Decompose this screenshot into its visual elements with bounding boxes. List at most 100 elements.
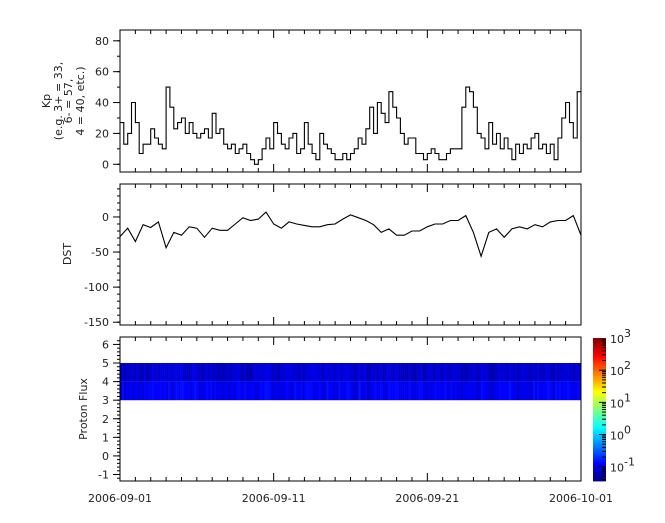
- colorbar-tick-label: 102: [610, 359, 631, 378]
- heatmap-cell: [164, 363, 167, 382]
- heatmap-cell: [268, 381, 271, 401]
- heatmap-cell: [176, 381, 179, 401]
- heatmap-cell: [570, 363, 574, 382]
- dst-ylabel: DST: [61, 243, 74, 265]
- colorbar-segment: [593, 461, 606, 464]
- heatmap-cell: [206, 363, 209, 382]
- heatmap-cell: [340, 381, 343, 401]
- heatmap-cell: [462, 363, 466, 382]
- heatmap-cell: [356, 363, 359, 382]
- heatmap-cell: [120, 363, 123, 382]
- heatmap-cell: [134, 381, 137, 401]
- heatmap-cell: [166, 381, 169, 401]
- heatmap-cell: [454, 381, 458, 401]
- heatmap-cell: [234, 381, 237, 401]
- heatmap-cell: [548, 381, 552, 401]
- heatmap-cell: [534, 381, 538, 401]
- heatmap-cell: [312, 381, 315, 401]
- heatmap-cell: [572, 363, 576, 382]
- heatmap-cell: [308, 363, 311, 382]
- colorbar-segment: [593, 453, 606, 456]
- colorbar-segment: [593, 431, 606, 434]
- heatmap-cell: [492, 381, 496, 401]
- heatmap-cell: [164, 381, 167, 401]
- heatmap-cell: [396, 363, 399, 382]
- heatmap-cell: [480, 381, 484, 401]
- y-tick-label: -1: [98, 468, 109, 481]
- heatmap-cell: [326, 363, 329, 382]
- heatmap-cell: [560, 381, 564, 401]
- heatmap-cell: [140, 363, 143, 382]
- heatmap-cell: [160, 363, 163, 382]
- data-series-line: [120, 86, 581, 165]
- colorbar-segment: [593, 338, 606, 341]
- heatmap-cell: [318, 381, 321, 401]
- heatmap-cell: [186, 381, 189, 401]
- heatmap-cell: [466, 363, 470, 382]
- heatmap-cell: [388, 363, 391, 382]
- heatmap-cell: [472, 381, 476, 401]
- heatmap-cell: [244, 363, 247, 382]
- heatmap-cell: [198, 363, 201, 382]
- colorbar-segment: [593, 345, 606, 349]
- heatmap-cell: [252, 363, 255, 382]
- heatmap-cell: [216, 381, 219, 401]
- heatmap-cell: [322, 363, 325, 382]
- y-tick-label: 2: [102, 413, 109, 426]
- heatmap-cell: [390, 363, 393, 382]
- x-tick-label: 2006-10-01: [549, 492, 613, 505]
- x-tick-label: 2006-09-21: [395, 492, 459, 505]
- heatmap-cell: [124, 381, 127, 401]
- colorbar-segment: [593, 425, 606, 428]
- colorbar-segment: [593, 415, 606, 418]
- heatmap-cell: [324, 381, 327, 401]
- y-tick-label: 1: [102, 431, 109, 444]
- heatmap-cell: [436, 363, 439, 382]
- heatmap-cell: [518, 381, 522, 401]
- heatmap-cell: [310, 363, 313, 382]
- heatmap-cell: [240, 363, 243, 382]
- heatmap-cell: [298, 381, 301, 401]
- heatmap-cell: [320, 381, 323, 401]
- heatmap-cell: [274, 363, 277, 382]
- heatmap-cell: [396, 381, 399, 401]
- heatmap-cell: [392, 381, 395, 401]
- heatmap-cell: [334, 381, 337, 401]
- heatmap-cell: [432, 381, 435, 401]
- heatmap-cell: [260, 381, 263, 401]
- heatmap-cell: [348, 381, 351, 401]
- heatmap-cell: [212, 363, 215, 382]
- heatmap-cell: [492, 363, 496, 382]
- data-series-line: [119, 211, 582, 259]
- heatmap-cell: [174, 363, 177, 382]
- heatmap-cell: [440, 363, 443, 382]
- heatmap-cell: [550, 363, 554, 382]
- heatmap-cell: [262, 363, 265, 382]
- heatmap-cell: [510, 363, 514, 382]
- heatmap-cell: [326, 381, 329, 401]
- heatmap-cell: [362, 381, 365, 401]
- heatmap-cell: [364, 363, 367, 382]
- heatmap-cell: [382, 363, 385, 382]
- heatmap-cell: [158, 381, 161, 401]
- heatmap-cell: [376, 363, 379, 382]
- heatmap-cell: [372, 381, 375, 401]
- heatmap-cell: [366, 363, 369, 382]
- heatmap-cell: [304, 363, 307, 382]
- heatmap-cell: [148, 381, 151, 401]
- heatmap-cell: [122, 381, 125, 401]
- heatmap-cell: [204, 381, 207, 401]
- heatmap-cell: [314, 381, 317, 401]
- heatmap-cell: [346, 363, 349, 382]
- heatmap-cell: [272, 381, 275, 401]
- heatmap-cell: [192, 363, 195, 382]
- heatmap-cell: [362, 363, 365, 382]
- svg-text:Kp: Kp: [40, 94, 53, 108]
- heatmap-cell: [384, 363, 387, 382]
- heatmap-cell: [288, 363, 291, 382]
- heatmap-cell: [192, 381, 195, 401]
- heatmap-cell: [294, 363, 297, 382]
- heatmap-cell: [506, 363, 510, 382]
- heatmap-cell: [356, 381, 359, 401]
- heatmap-cell: [436, 381, 439, 401]
